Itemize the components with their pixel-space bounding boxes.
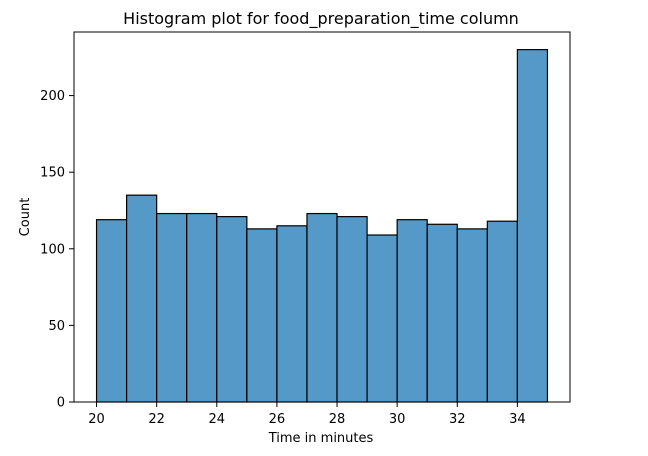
- y-tick-label: 200: [40, 89, 65, 104]
- histogram-bar: [95, 219, 128, 403]
- x-tick-label: 28: [329, 412, 346, 427]
- x-tick-label: 32: [449, 412, 466, 427]
- x-tick-label: 30: [389, 412, 406, 427]
- histogram-bar: [156, 212, 188, 403]
- x-tick-label: 20: [88, 412, 105, 427]
- histogram-bar: [336, 216, 368, 403]
- histogram-bar: [216, 216, 248, 403]
- histogram-bar: [186, 212, 218, 403]
- histogram-bar: [306, 212, 338, 403]
- y-axis: 0 50 100 150 200: [40, 89, 74, 411]
- histogram-bar: [456, 228, 488, 403]
- y-axis-label: Count: [18, 198, 33, 237]
- y-tick-label: 50: [48, 319, 65, 334]
- histogram-bars: [95, 49, 549, 403]
- histogram-bar: [276, 225, 308, 403]
- x-tick-label: 22: [148, 412, 165, 427]
- histogram-bar: [486, 220, 518, 403]
- histogram-bar: [516, 49, 549, 403]
- histogram-bar: [426, 223, 458, 403]
- histogram-bar: [366, 234, 398, 403]
- y-tick-label: 0: [57, 396, 65, 411]
- x-axis-label: Time in minutes: [268, 431, 374, 446]
- histogram-bar: [126, 194, 158, 403]
- plot-frame: [73, 31, 571, 403]
- chart-title: Histogram plot for food_preparation_time…: [123, 9, 519, 29]
- y-tick-label: 150: [40, 166, 65, 181]
- histogram-bar: [246, 228, 278, 403]
- x-tick-label: 26: [269, 412, 286, 427]
- x-tick-label: 24: [209, 412, 226, 427]
- x-axis: 20 22 24 26 28 30 32 34: [88, 402, 526, 427]
- y-tick-label: 100: [40, 242, 65, 257]
- histogram-bar: [396, 219, 428, 403]
- x-tick-label: 34: [509, 412, 526, 427]
